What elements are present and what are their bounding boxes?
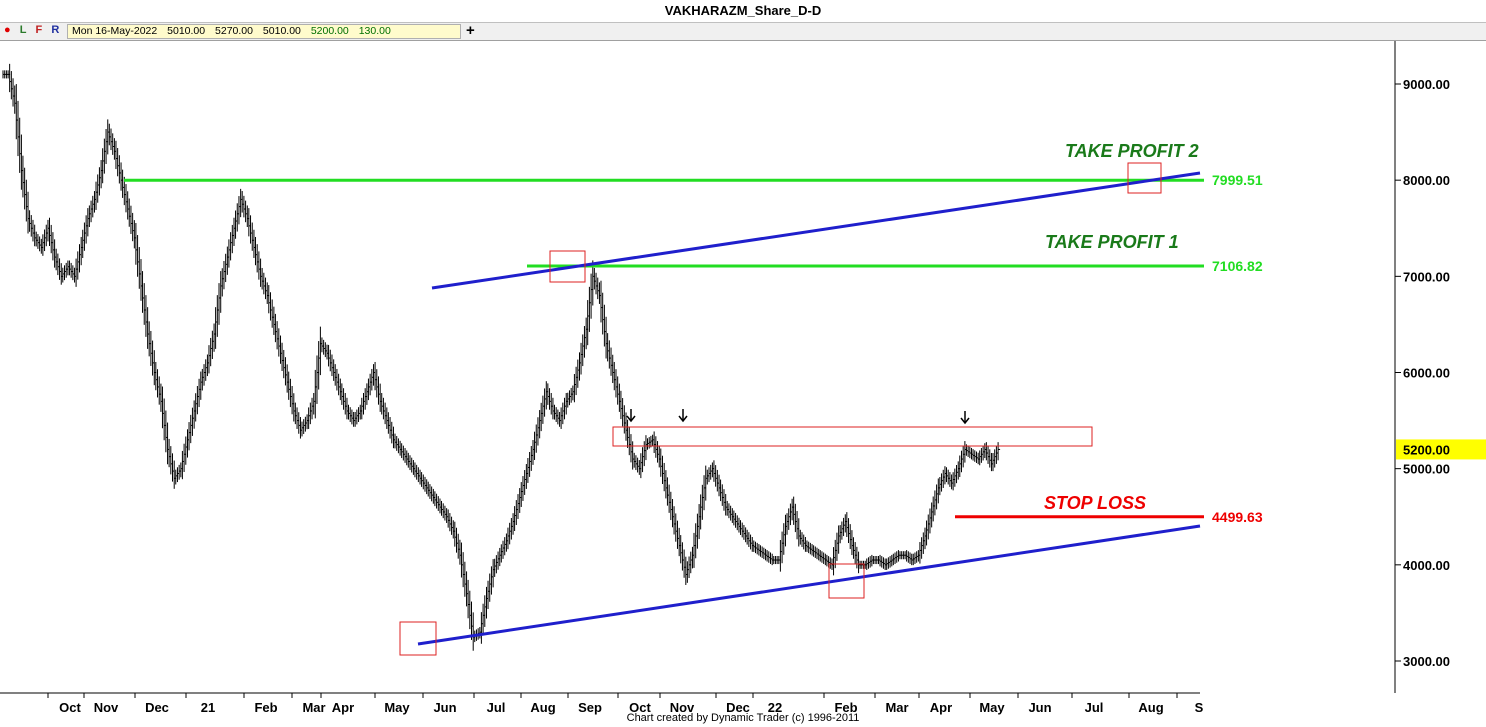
quote-change: 130.00 <box>358 25 391 37</box>
y-tick-label: 7000.00 <box>1403 269 1450 284</box>
level-value-label: 4499.63 <box>1212 509 1263 525</box>
quote-date: Mon 16-May-2022 <box>72 25 158 37</box>
down-arrow-icon <box>626 415 636 423</box>
plus-icon[interactable]: + <box>466 22 475 39</box>
chart-overlays: 7999.51 7106.82 4499.63 TAKE PROFIT 2 TAKE P… <box>124 141 1263 656</box>
toolbar-button-r[interactable]: R <box>51 24 60 36</box>
quote-open: 5010.00 <box>167 25 206 37</box>
take-profit-1-label: TAKE PROFIT 1 <box>1045 232 1179 252</box>
chart-axes: 3000.00 4000.00 5000.00 6000.00 7000.00 8000.… <box>0 41 1486 715</box>
price-bars <box>2 63 1001 651</box>
highlight-box <box>549 250 586 283</box>
y-tick-label: 8000.00 <box>1403 173 1450 188</box>
current-price-box <box>1396 439 1486 460</box>
down-arrow-icon <box>960 417 970 425</box>
highlight-box <box>828 563 865 599</box>
highlight-box <box>1127 162 1162 194</box>
y-tick-label: 9000.00 <box>1403 77 1450 92</box>
lower-trend-line <box>417 524 1201 646</box>
highlight-box <box>399 621 437 656</box>
quote-low: 5010.00 <box>262 25 301 37</box>
current-price-label: 5200.00 <box>1403 442 1450 457</box>
y-tick-label: 6000.00 <box>1403 366 1450 381</box>
record-dot-icon[interactable]: ● <box>4 24 11 36</box>
quote-high: 5270.00 <box>215 25 253 37</box>
y-tick-label: 4000.00 <box>1403 558 1450 573</box>
level-value-label: 7999.51 <box>1212 172 1263 188</box>
toolbar: ● L F R Mon 16-May-2022 5010.00 5270.00 … <box>0 22 1486 41</box>
level-value-label: 7106.82 <box>1212 258 1263 274</box>
quote-close: 5200.00 <box>310 25 349 37</box>
stop-loss-label: STOP LOSS <box>1044 493 1146 513</box>
toolbar-button-f[interactable]: F <box>35 24 43 36</box>
window-title: VAKHARAZM_Share_D-D <box>0 0 1486 23</box>
highlight-box <box>612 426 1093 447</box>
down-arrow-icon <box>678 415 688 423</box>
toolbar-button-l[interactable]: L <box>19 24 27 36</box>
take-profit-2-label: TAKE PROFIT 2 <box>1065 141 1199 161</box>
y-tick-label: 5000.00 <box>1403 462 1450 477</box>
quote-readout: Mon 16-May-2022 5010.00 5270.00 5010.00 … <box>67 24 461 39</box>
y-tick-label: 3000.00 <box>1403 654 1450 669</box>
upper-trend-line <box>431 171 1201 290</box>
toolbar-buttons: ● L F R <box>4 24 65 36</box>
chart-credit: Chart created by Dynamic Trader (c) 1996… <box>626 712 860 724</box>
